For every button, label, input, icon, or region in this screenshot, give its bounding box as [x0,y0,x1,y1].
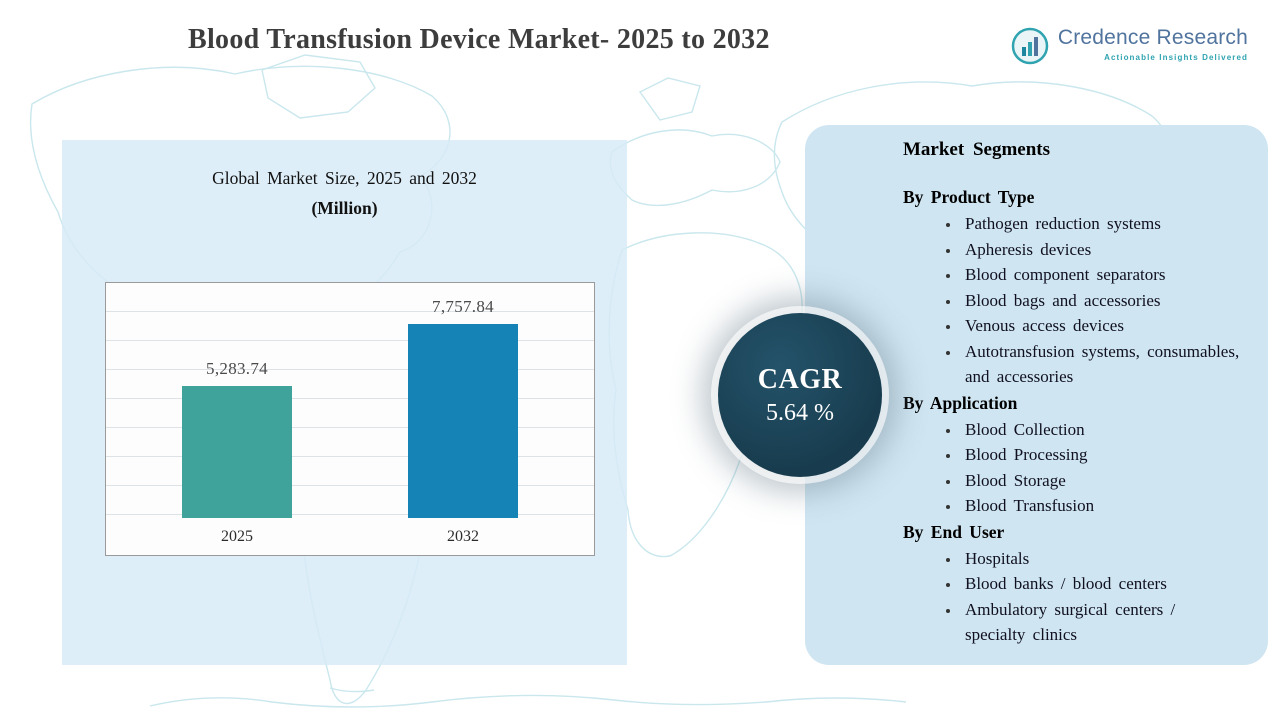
segment-item: Pathogen reduction systems [961,211,1242,237]
bar-value-label: 7,757.84 [432,297,494,316]
bars-container: 5,283.74 2025 7,757.84 2032 [106,283,594,555]
bar [408,324,518,518]
bar-value-label: 5,283.74 [206,359,268,378]
segment-group-heading: By Product Type [903,187,1035,207]
cagr-label: CAGR [757,363,843,395]
segment-group-heading: By Application [903,392,1018,413]
segment-item: Blood Collection [961,417,1242,443]
bar-category-label: 2032 [447,527,479,545]
logo-icon [1010,26,1050,66]
segments-title: Market Segments [903,139,1050,160]
segment-item: Autotransfusion systems, consumables, an… [961,339,1242,390]
segment-item: Venous access devices [961,313,1242,339]
segment-item: Apheresis devices [961,237,1242,263]
segment-item: Blood component separators [961,262,1242,288]
cagr-badge: CAGR 5.64 % [718,313,882,477]
chart-subtitle: (Million) [311,198,378,218]
segment-item: Ambulatory surgical centers / specialty … [961,597,1242,648]
segment-item: Hospitals [961,546,1242,572]
cagr-value: 5.64 % [766,399,834,426]
segment-list: Blood CollectionBlood ProcessingBlood St… [903,417,1242,519]
bar-column: 7,757.84 2032 [408,283,518,555]
bar-column: 5,283.74 2025 [182,283,292,555]
segment-list: Pathogen reduction systemsApheresis devi… [903,211,1242,390]
segment-item: Blood bags and accessories [961,288,1242,314]
page-title: Blood Transfusion Device Market- 2025 to… [188,24,770,55]
segment-item: Blood Storage [961,468,1242,494]
bar [182,386,292,518]
chart-title: Global Market Size, 2025 and 2032 [212,168,477,188]
segment-group-heading: By End User [903,521,1005,542]
logo-text: Credence Research Actionable Insights De… [1058,26,1248,62]
logo-tagline: Actionable Insights Delivered [1104,53,1248,62]
segment-item: Blood Transfusion [961,493,1242,519]
brand-logo: Credence Research Actionable Insights De… [1010,26,1248,66]
segment-item: Blood Processing [961,442,1242,468]
logo-name: Credence Research [1057,26,1248,49]
market-segments-panel: Market Segments By Product Type Pathogen … [805,125,1268,665]
bar-plot: 5,283.74 2025 7,757.84 2032 [105,282,595,556]
segment-list: HospitalsBlood banks / blood centersAmbu… [903,546,1242,648]
segments-groups: By Product Type Pathogen reduction system… [903,187,1242,648]
bar-category-label: 2025 [221,527,253,545]
segment-item: Blood banks / blood centers [961,571,1242,597]
